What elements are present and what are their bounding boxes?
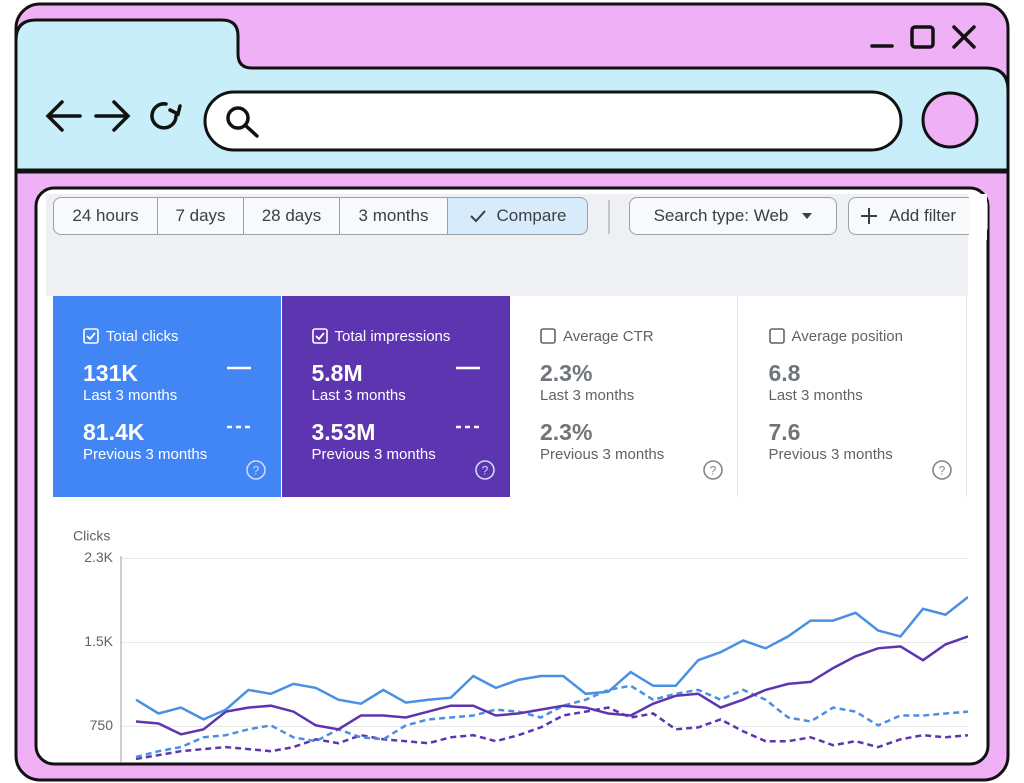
y-tick-label: 750: [90, 717, 114, 733]
metric-value: 131K: [83, 360, 138, 386]
plus-icon: [861, 208, 877, 224]
metric-label: Average CTR: [540, 326, 737, 346]
compare-button[interactable]: Compare: [447, 197, 588, 235]
metric-card[interactable]: Average CTR 2.3% Last 3 months 2.3% Previous…: [510, 296, 738, 497]
series-line: [135, 684, 968, 759]
metric-name: Total impressions: [334, 327, 451, 345]
metric-value: 2.3%: [540, 419, 593, 445]
y-tick-label: 2.3K: [84, 549, 113, 565]
metric-value: 2.3%: [540, 360, 593, 386]
metric-value: 5.8M: [311, 360, 363, 386]
search-type-button[interactable]: Search type: Web: [629, 197, 837, 235]
range-button[interactable]: 3 months: [339, 197, 448, 235]
check-icon: [469, 210, 486, 223]
metric-period: Previous 3 months: [540, 446, 665, 463]
range-button[interactable]: 7 days: [157, 197, 244, 235]
metric-label: Average position: [768, 326, 966, 346]
y-tick-label: 1.5K: [84, 633, 113, 649]
checkbox[interactable]: [768, 328, 785, 344]
y-axis-label: Clicks: [73, 528, 110, 544]
add-filter-label: Add filter: [889, 206, 957, 225]
checkbox[interactable]: [540, 328, 556, 344]
series-line: [135, 635, 968, 736]
metric-card[interactable]: Total clicks 131K Last 3 months 81.4K Previo…: [53, 296, 281, 497]
metric-period: Last 3 months: [540, 387, 635, 404]
range-button[interactable]: 28 days: [243, 197, 340, 235]
metric-name: Average position: [791, 327, 903, 345]
metric-name: Average CTR: [563, 327, 654, 345]
metric-value: 3.53M: [311, 419, 376, 445]
metric-period: Previous 3 months: [83, 446, 208, 463]
metric-period: Previous 3 months: [311, 446, 436, 463]
dropdown-icon: [802, 213, 813, 219]
series-line: [135, 706, 968, 761]
checkbox[interactable]: [311, 328, 328, 344]
metric-period: Last 3 months: [311, 387, 406, 404]
add-filter-button[interactable]: Add filter: [848, 197, 988, 235]
compare-label: Compare: [496, 206, 567, 225]
metric-label: Total clicks: [83, 326, 281, 346]
metric-value: 7.6: [768, 419, 801, 445]
metric-value: 6.8: [768, 360, 801, 386]
range-button[interactable]: 24 hours: [53, 197, 158, 235]
metric-period: Last 3 months: [83, 387, 178, 404]
series-line: [135, 596, 968, 721]
checkbox[interactable]: [83, 328, 99, 344]
toolbar-clip: [969, 194, 987, 240]
metric-name: Total clicks: [106, 327, 179, 345]
search-type-label: Search type: Web: [653, 206, 789, 225]
metric-value: 81.4K: [83, 419, 145, 445]
metric-period: Last 3 months: [768, 387, 863, 404]
metric-period: Previous 3 months: [768, 446, 893, 463]
metric-card[interactable]: Average position 6.8 Last 3 months 7.6 Previ…: [738, 296, 967, 497]
metric-label: Total impressions: [311, 326, 510, 346]
